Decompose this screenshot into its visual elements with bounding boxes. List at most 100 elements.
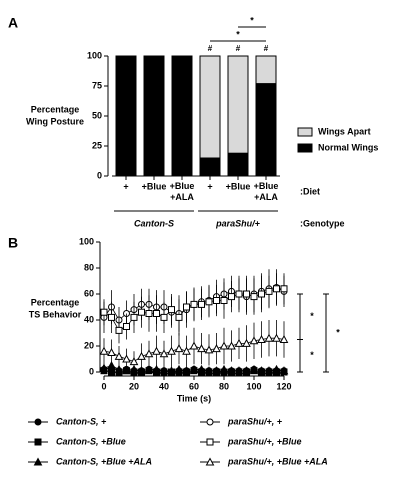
x-tick-label: 80 <box>219 381 229 391</box>
marker <box>99 363 109 372</box>
legend-marker <box>34 418 42 426</box>
marker <box>182 346 191 355</box>
significance-label: * <box>310 350 314 360</box>
legend-marker <box>206 418 214 426</box>
marker <box>257 334 266 343</box>
legend-marker <box>34 438 42 446</box>
y-tick-label: 80 <box>84 262 94 272</box>
marker <box>212 366 221 375</box>
marker <box>227 341 236 350</box>
annotation: # <box>236 44 241 53</box>
marker <box>272 333 281 342</box>
x-tick-label: +Blue +ALA <box>170 181 195 202</box>
marker <box>279 366 289 375</box>
marker <box>264 366 274 375</box>
marker <box>114 364 124 373</box>
marker <box>138 308 145 316</box>
bar-segment <box>255 55 277 85</box>
marker <box>234 366 244 375</box>
marker <box>168 306 175 314</box>
marker <box>219 341 229 350</box>
marker <box>250 293 258 301</box>
marker <box>272 364 281 373</box>
marker <box>197 344 206 353</box>
x-tick-label: +Blue <box>226 181 251 191</box>
significance-label: * <box>336 327 340 337</box>
legend-swatch <box>297 143 313 153</box>
marker <box>153 310 160 317</box>
marker <box>167 366 176 375</box>
legend-marker <box>205 457 215 466</box>
marker <box>115 326 123 334</box>
significance-label: * <box>236 29 240 39</box>
marker <box>129 357 139 366</box>
marker <box>174 344 184 353</box>
marker <box>219 364 229 373</box>
group-label: paraShu/+ <box>215 218 261 228</box>
marker <box>152 346 161 355</box>
x-tick-label: 120 <box>276 381 291 391</box>
marker <box>114 351 124 360</box>
y-tick-label: 100 <box>79 236 94 246</box>
x-tick-label: 20 <box>129 381 139 391</box>
marker <box>144 364 154 373</box>
x-tick-label: +Blue <box>142 181 167 191</box>
marker <box>108 313 115 321</box>
marker <box>122 354 131 363</box>
marker <box>265 287 273 295</box>
row-label: :Genotype <box>300 218 345 228</box>
y-tick-label: 0 <box>89 366 94 376</box>
marker <box>122 366 131 375</box>
marker <box>204 345 214 354</box>
marker <box>279 334 289 343</box>
bar-segment <box>199 55 221 159</box>
bar-segment <box>199 157 221 177</box>
marker <box>242 338 251 347</box>
legend-marker <box>33 457 43 466</box>
legend-swatch <box>297 127 313 137</box>
bar-segment <box>255 83 277 177</box>
marker <box>99 346 109 355</box>
legend-label: Wings Apart <box>318 126 371 136</box>
bar-segment <box>227 55 249 154</box>
annotation: # <box>264 44 269 53</box>
bar-segment <box>143 55 165 177</box>
marker <box>273 285 280 293</box>
marker <box>167 346 176 355</box>
legend-label: Canton-S, +Blue +ALA <box>56 456 152 466</box>
marker <box>107 347 116 356</box>
marker <box>175 313 183 321</box>
legend-label: Normal Wings <box>318 142 378 152</box>
y-tick-label: 25 <box>92 140 102 150</box>
marker <box>204 366 214 375</box>
marker <box>258 290 265 298</box>
x-tick-label: 40 <box>159 381 169 391</box>
legend-label: paraShu/+, + <box>227 416 283 426</box>
marker <box>227 366 236 375</box>
marker <box>130 313 138 321</box>
marker <box>220 297 228 304</box>
y-tick-label: 100 <box>87 50 102 60</box>
marker <box>197 364 206 373</box>
marker <box>257 366 266 375</box>
x-axis-label: Time (s) <box>177 393 211 403</box>
marker <box>212 344 221 353</box>
y-axis-label: Percentage <box>31 297 80 307</box>
x-tick-label: 100 <box>246 381 261 391</box>
significance-label: * <box>310 311 314 321</box>
marker <box>189 364 199 373</box>
annotation: # <box>208 44 213 53</box>
row-label: :Diet <box>300 186 320 196</box>
marker <box>174 364 184 373</box>
legend-label: paraShu/+, +Blue +ALA <box>227 456 328 466</box>
y-axis-label: Percentage <box>31 104 80 114</box>
y-tick-label: 20 <box>84 340 94 350</box>
bar-segment <box>171 55 193 177</box>
bar-segment <box>227 152 249 177</box>
marker <box>123 323 130 330</box>
legend-marker <box>206 438 214 446</box>
marker <box>145 310 153 317</box>
marker <box>160 313 168 321</box>
x-tick-label: + <box>207 181 212 191</box>
